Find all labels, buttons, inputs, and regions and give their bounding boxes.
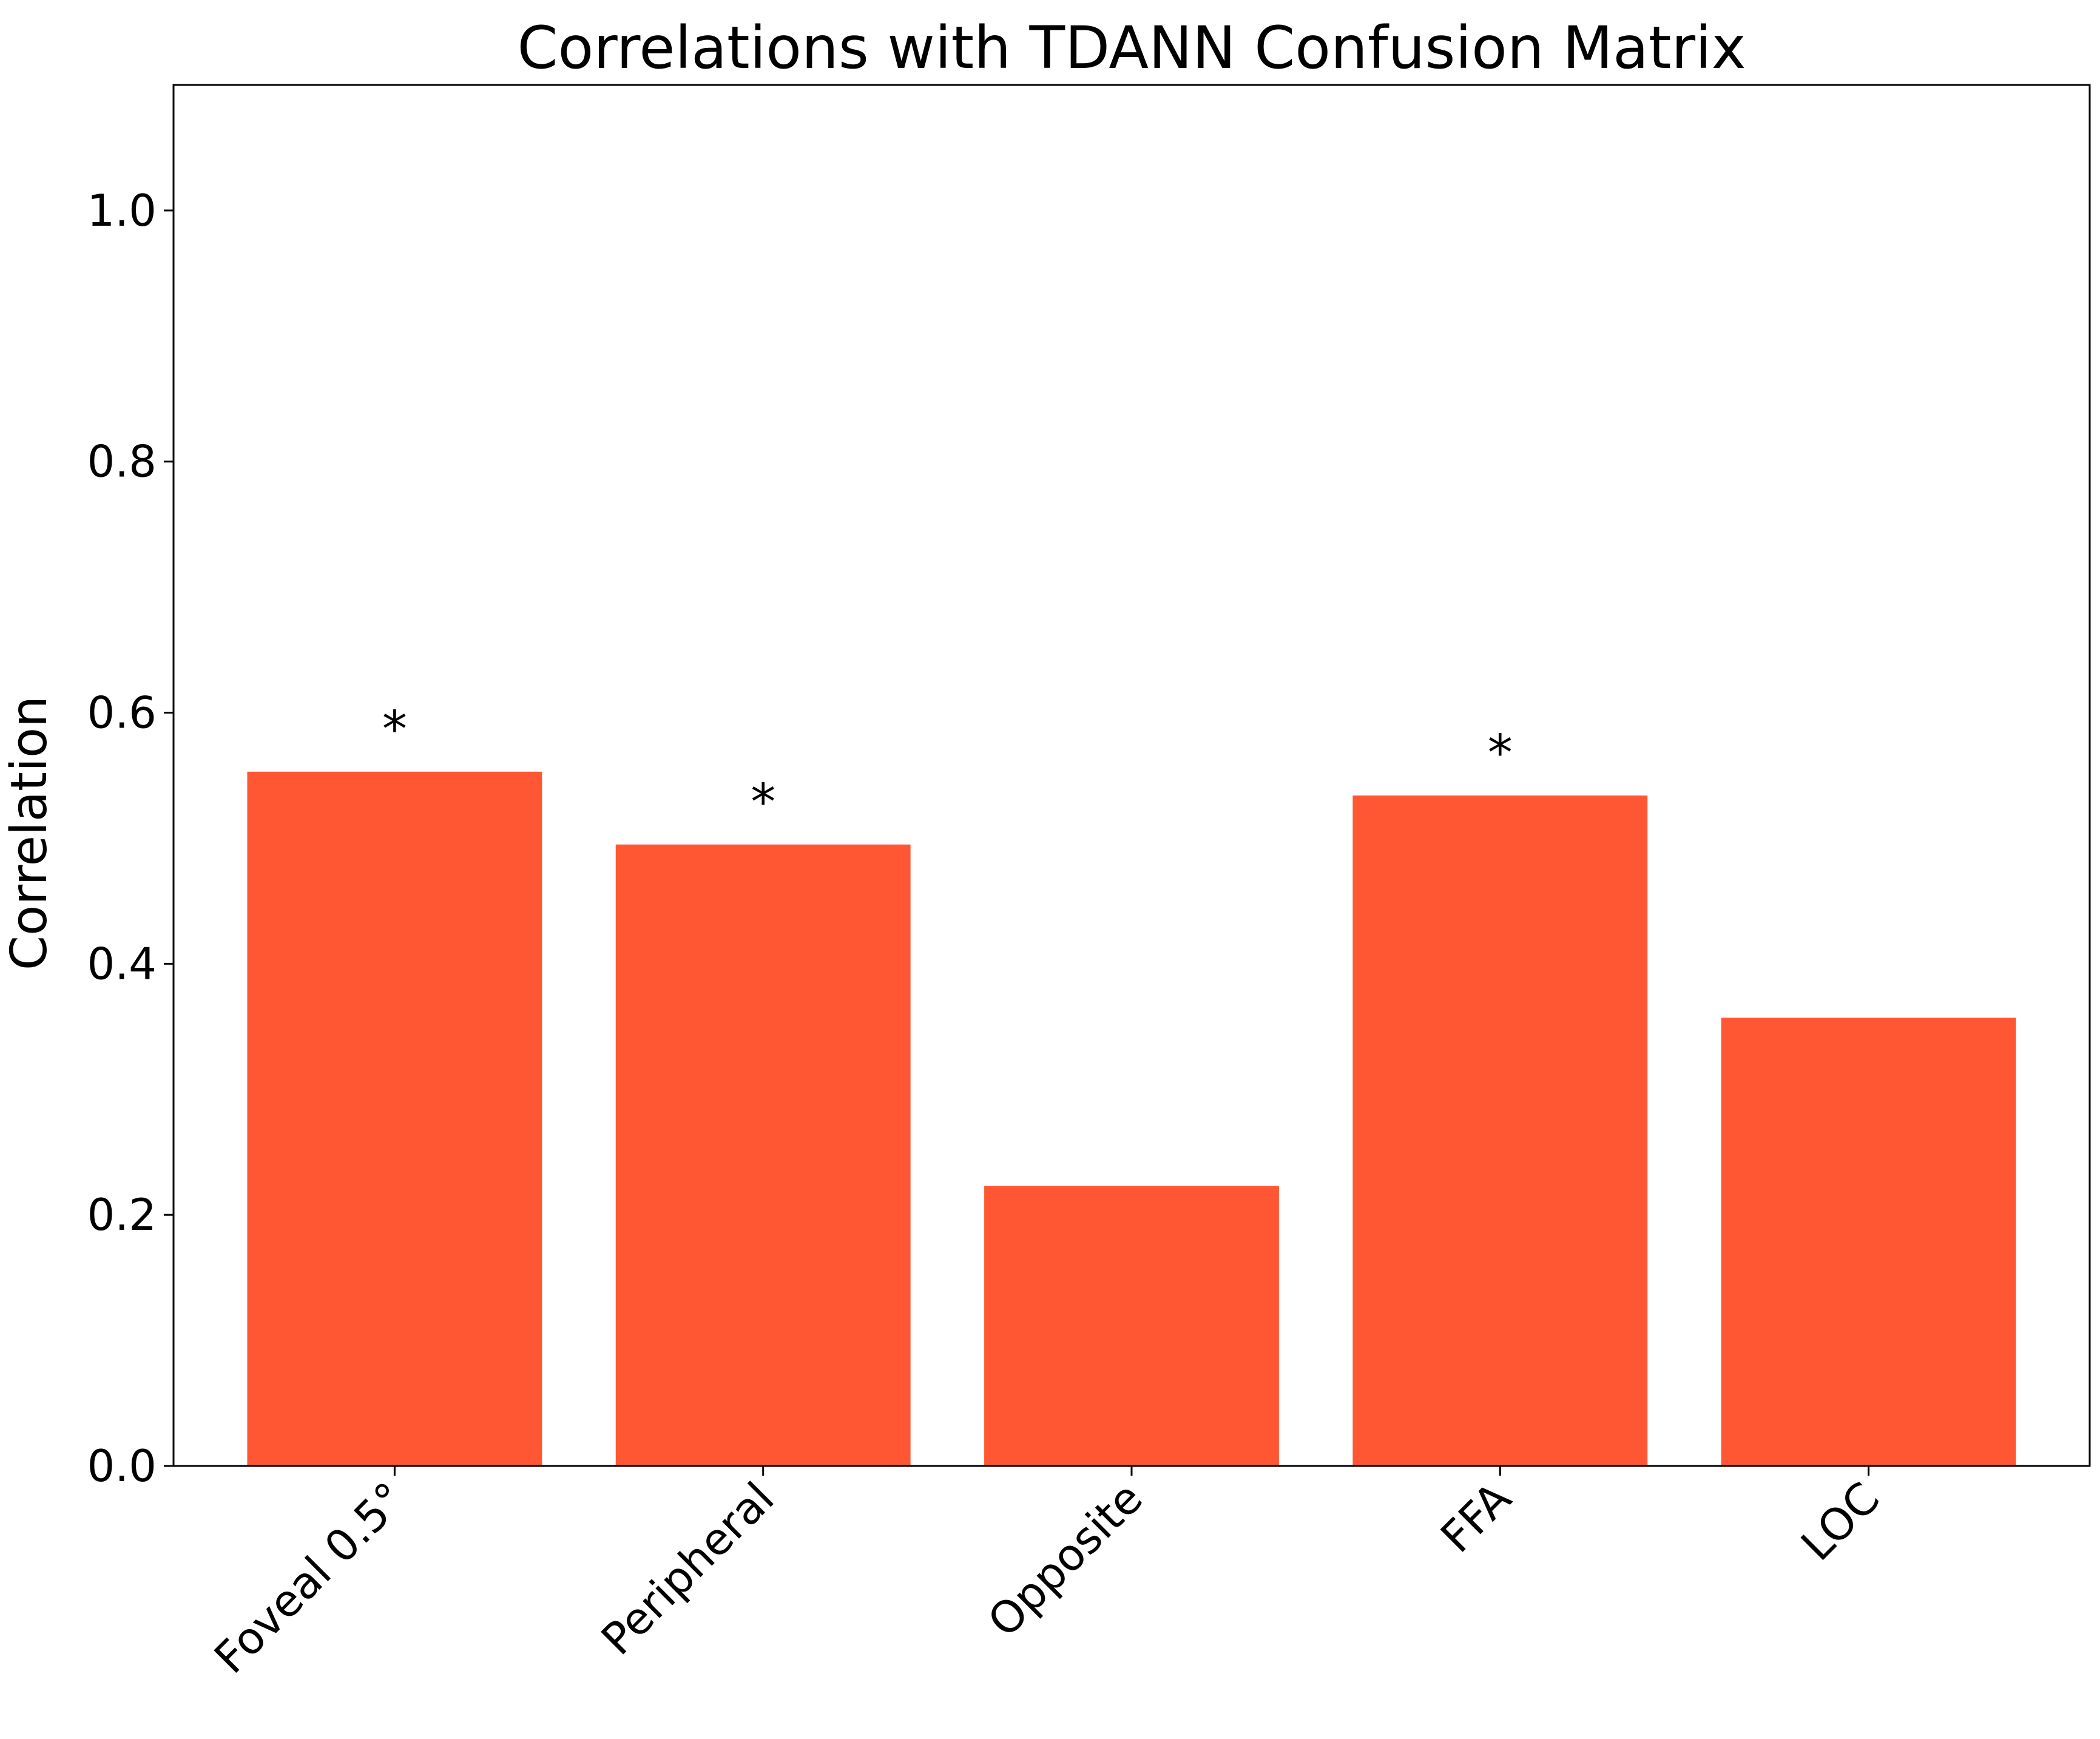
bars-group (247, 771, 2016, 1466)
y-axis-label: Correlation (1, 696, 58, 970)
bar-peripheral (615, 844, 911, 1466)
bar-foveal-0-5 (247, 771, 542, 1466)
significance-marker: * (1488, 724, 1513, 782)
y-tick-label: 0.4 (87, 938, 157, 989)
x-tick-label: Foveal 0.5° (204, 1473, 415, 1683)
y-tick-label: 1.0 (87, 185, 157, 236)
significance-marker: * (751, 774, 775, 831)
x-tick-label: LOC (1791, 1473, 1889, 1571)
x-tick-label: Peripheral (592, 1473, 784, 1665)
plot-frame (172, 84, 2091, 1467)
chart-title: Correlations with TDANN Confusion Matrix (517, 14, 1746, 82)
x-axis: Foveal 0.5° Peripheral Opposite FFA LOC (204, 1466, 1889, 1683)
significance-markers: * * * (382, 701, 1513, 831)
y-tick-label: 0.6 (87, 687, 157, 738)
x-tick-label: Opposite (978, 1473, 1152, 1647)
bar-opposite (984, 1186, 1279, 1466)
bar-ffa (1352, 795, 1648, 1466)
y-tick-label: 0.2 (87, 1189, 157, 1240)
x-tick-label: FFA (1431, 1473, 1521, 1562)
y-tick-label: 0.8 (87, 436, 157, 487)
significance-marker: * (382, 701, 407, 758)
bar-loc (1721, 1018, 2016, 1466)
y-tick-label: 0.0 (87, 1440, 157, 1491)
y-axis: 0.0 0.2 0.4 0.6 0.8 1.0 (87, 185, 174, 1491)
